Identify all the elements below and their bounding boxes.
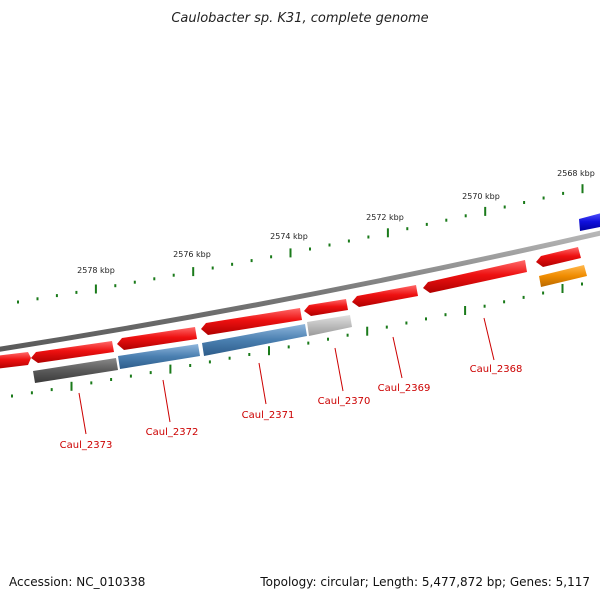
scale-labels: 2568 kbp 2570 kbp 2572 kbp 2574 kbp 2576… <box>77 169 595 275</box>
gene-orange[interactable] <box>539 265 587 287</box>
gene-forward-4[interactable] <box>304 299 348 316</box>
leader-caul-2368 <box>483 317 495 361</box>
gene-label-caul-2370[interactable]: Caul_2370 <box>318 396 371 407</box>
gene-caul-2373[interactable] <box>33 358 118 383</box>
inner-scale-ring <box>11 282 583 398</box>
leader-caul-2373 <box>78 392 87 435</box>
gene-forward-3[interactable] <box>201 308 302 335</box>
gene-forward-7[interactable] <box>536 247 581 267</box>
leader-caul-2372 <box>162 379 171 423</box>
gene-forward-1[interactable] <box>31 341 114 363</box>
gene-labels: Caul_2368 Caul_2369 Caul_2370 Caul_2371 … <box>60 364 523 451</box>
scale-label-2568: 2568 kbp <box>557 169 595 178</box>
scale-label-2576: 2576 kbp <box>173 250 211 259</box>
gene-label-caul-2371[interactable]: Caul_2371 <box>242 410 295 421</box>
forward-genes <box>0 212 600 369</box>
accession-text: Accession: NC_010338 <box>9 575 145 589</box>
leader-caul-2369 <box>392 336 403 379</box>
gene-forward-2[interactable] <box>117 327 197 350</box>
gene-strong-blue[interactable] <box>579 212 600 231</box>
leader-caul-2370 <box>334 347 344 392</box>
genome-backbone <box>0 230 600 352</box>
genome-summary-text: Topology: circular; Length: 5,477,872 bp… <box>259 575 590 589</box>
gene-caul-2370[interactable] <box>307 315 352 336</box>
gene-label-caul-2373[interactable]: Caul_2373 <box>60 440 113 451</box>
gene-label-caul-2372[interactable]: Caul_2372 <box>146 427 199 438</box>
outer-scale-ring <box>17 184 584 304</box>
gene-forward-6[interactable] <box>423 260 527 293</box>
gene-caul-2371[interactable] <box>202 324 307 356</box>
scale-label-2572: 2572 kbp <box>366 213 404 222</box>
scale-label-2570: 2570 kbp <box>462 192 500 201</box>
gene-forward-far-left[interactable] <box>0 352 31 369</box>
leader-caul-2371 <box>258 362 267 405</box>
gene-forward-5[interactable] <box>352 285 418 307</box>
reverse-genes <box>33 265 587 383</box>
scale-label-2574: 2574 kbp <box>270 232 308 241</box>
scale-label-2578: 2578 kbp <box>77 266 115 275</box>
map-title: Caulobacter sp. K31, complete genome <box>171 11 428 26</box>
gene-label-caul-2369[interactable]: Caul_2369 <box>378 383 431 394</box>
gene-label-caul-2368[interactable]: Caul_2368 <box>470 364 523 375</box>
gene-label-leaders <box>78 317 495 435</box>
gene-caul-2372[interactable] <box>118 344 200 369</box>
